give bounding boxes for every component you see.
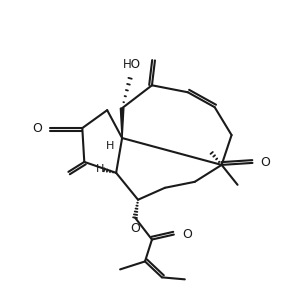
Text: O: O [260,156,270,169]
Text: H: H [106,141,114,151]
Text: HO: HO [123,58,141,71]
Text: O: O [182,228,192,241]
Polygon shape [120,108,124,138]
Text: O: O [33,122,43,135]
Text: H: H [96,164,104,174]
Text: O: O [130,222,140,235]
